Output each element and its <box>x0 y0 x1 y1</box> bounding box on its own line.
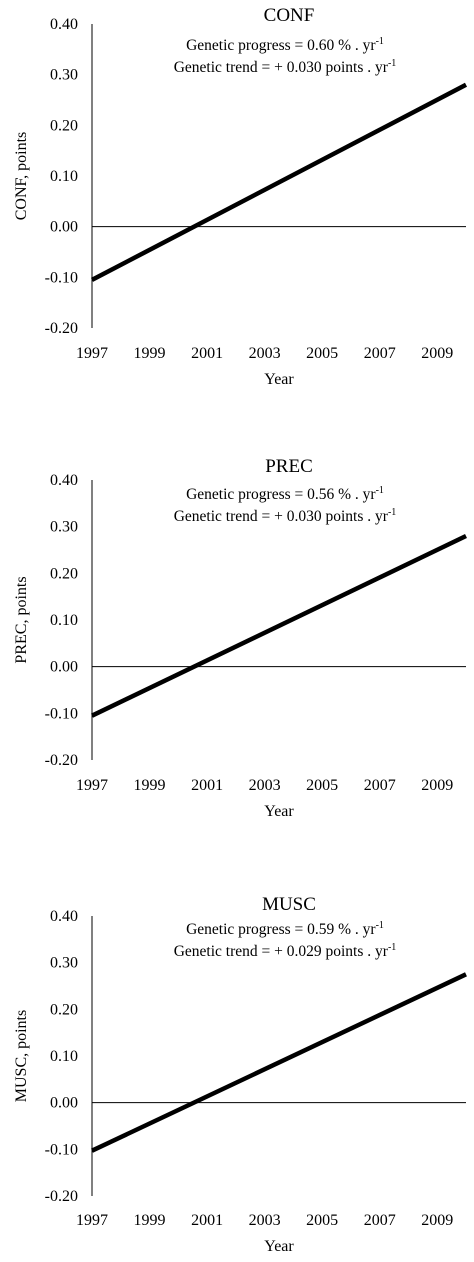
annotation-superscript: -1 <box>388 507 396 518</box>
y-tick-label: 0.30 <box>50 519 78 536</box>
annotation-superscript: -1 <box>376 36 384 47</box>
y-tick-label: 0.20 <box>50 565 78 582</box>
annotation-genetic-progress: Genetic progress = 0.59 % . yr-1 <box>186 920 384 938</box>
annotation-superscript: -1 <box>388 58 396 69</box>
y-tick-label: 0.30 <box>50 67 78 84</box>
y-axis-title: PREC, points <box>13 576 30 663</box>
x-tick-label: 2007 <box>364 777 396 794</box>
annotation-genetic-progress: Genetic progress = 0.60 % . yr-1 <box>186 36 384 54</box>
annotation-text: Genetic progress = 0.59 % . yr <box>186 921 376 938</box>
x-tick-label: 2009 <box>421 1212 453 1229</box>
x-tick-label: 2001 <box>191 1212 223 1229</box>
x-tick-label: 2001 <box>191 345 223 362</box>
x-tick-label: 2003 <box>249 777 281 794</box>
y-tick-label: 0.10 <box>50 612 78 629</box>
x-tick-label: 1997 <box>76 1212 108 1229</box>
y-tick-label: 0.00 <box>50 1095 78 1112</box>
x-tick-label: 2003 <box>249 1212 281 1229</box>
x-tick-label: 1997 <box>76 345 108 362</box>
chart-title: PREC <box>265 456 313 477</box>
y-tick-label: 0.20 <box>50 1001 78 1018</box>
x-axis-title: Year <box>264 371 294 388</box>
x-tick-label: 2003 <box>249 345 281 362</box>
annotation-superscript: -1 <box>388 942 396 953</box>
annotation-genetic-trend: Genetic trend = + 0.030 points . yr-1 <box>174 58 397 76</box>
annotation-text: Genetic progress = 0.60 % . yr <box>186 37 376 54</box>
x-tick-label: 2009 <box>421 777 453 794</box>
chart-title: MUSC <box>262 894 316 915</box>
y-tick-label: -0.20 <box>45 320 78 337</box>
y-tick-label: -0.10 <box>45 1141 78 1158</box>
y-tick-label: 0.00 <box>50 659 78 676</box>
y-tick-label: 0.40 <box>50 908 78 925</box>
x-tick-label: 2007 <box>364 1212 396 1229</box>
x-tick-label: 2007 <box>364 345 396 362</box>
y-axis-title: MUSC, points <box>13 1010 30 1102</box>
annotation-text: Genetic trend = + 0.030 points . yr <box>174 508 389 525</box>
x-axis-title: Year <box>264 803 294 820</box>
annotation-genetic-trend: Genetic trend = + 0.029 points . yr-1 <box>174 942 397 960</box>
x-tick-label: 1999 <box>134 1212 166 1229</box>
annotation-genetic-trend: Genetic trend = + 0.030 points . yr-1 <box>174 507 397 525</box>
y-tick-label: 0.10 <box>50 1048 78 1065</box>
trend-line <box>91 972 467 1153</box>
chart-title: CONF <box>264 5 315 26</box>
annotation-text: Genetic progress = 0.56 % . yr <box>186 486 376 503</box>
annotation-superscript: -1 <box>376 485 384 496</box>
annotation-text: Genetic trend = + 0.030 points . yr <box>174 59 389 76</box>
x-tick-label: 1999 <box>134 345 166 362</box>
annotation-genetic-progress: Genetic progress = 0.56 % . yr-1 <box>186 485 384 503</box>
y-tick-label: -0.20 <box>45 752 78 769</box>
trend-line <box>91 533 467 718</box>
y-tick-label: -0.10 <box>45 705 78 722</box>
y-tick-label: -0.10 <box>45 269 78 286</box>
y-tick-label: 0.00 <box>50 219 78 236</box>
x-axis-title: Year <box>264 1238 294 1255</box>
x-tick-label: 2009 <box>421 345 453 362</box>
annotation-superscript: -1 <box>376 920 384 931</box>
x-tick-label: 2005 <box>306 1212 338 1229</box>
y-tick-label: 0.20 <box>50 117 78 134</box>
x-tick-label: 2005 <box>306 777 338 794</box>
y-tick-label: -0.20 <box>45 1188 78 1205</box>
x-tick-label: 2005 <box>306 345 338 362</box>
trend-line <box>90 82 468 282</box>
y-axis-title: CONF, points <box>13 132 30 221</box>
y-tick-label: 0.10 <box>50 168 78 185</box>
y-tick-label: 0.40 <box>50 16 78 33</box>
annotation-text: Genetic trend = + 0.029 points . yr <box>174 943 389 960</box>
x-tick-label: 1997 <box>76 777 108 794</box>
y-tick-label: 0.30 <box>50 955 78 972</box>
y-tick-label: 0.40 <box>50 472 78 489</box>
x-tick-label: 1999 <box>134 777 166 794</box>
x-tick-label: 2001 <box>191 777 223 794</box>
